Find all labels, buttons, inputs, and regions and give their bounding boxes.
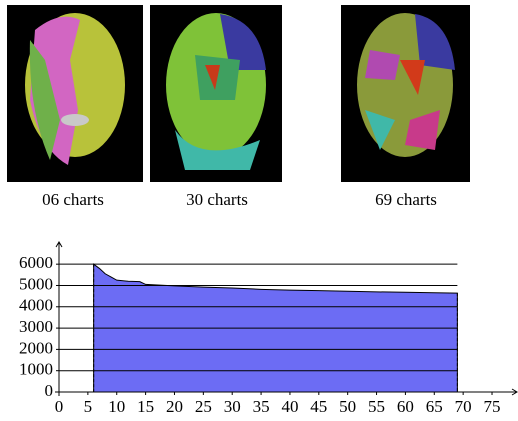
x-tick-label: 45 bbox=[310, 397, 327, 416]
x-tick-label: 65 bbox=[426, 397, 443, 416]
y-tick-label: 3000 bbox=[19, 317, 53, 336]
face-image-2 bbox=[150, 5, 282, 182]
y-tick-label: 0 bbox=[45, 381, 54, 400]
x-tick-label: 20 bbox=[166, 397, 183, 416]
x-tick-label: 30 bbox=[224, 397, 241, 416]
x-tick-label: 50 bbox=[339, 397, 356, 416]
x-tick-label: 55 bbox=[368, 397, 385, 416]
x-tick-label: 10 bbox=[108, 397, 125, 416]
face-image-3 bbox=[341, 5, 470, 182]
y-tick-label: 4000 bbox=[19, 296, 53, 315]
x-tick-label: 25 bbox=[195, 397, 212, 416]
figure: 06 charts 30 charts 69 charts 0100020003… bbox=[0, 0, 518, 421]
caption: 69 charts bbox=[375, 190, 437, 209]
face-image-1 bbox=[7, 5, 143, 182]
x-tick-label: 60 bbox=[397, 397, 414, 416]
y-tick-label: 2000 bbox=[19, 338, 53, 357]
x-tick-label: 15 bbox=[137, 397, 154, 416]
y-tick-label: 1000 bbox=[19, 360, 53, 379]
x-tick-label: 75 bbox=[484, 397, 501, 416]
x-tick-label: 5 bbox=[84, 397, 93, 416]
x-tick-label: 40 bbox=[281, 397, 298, 416]
x-tick-label: 70 bbox=[455, 397, 472, 416]
y-tick-label: 5000 bbox=[19, 274, 53, 293]
x-tick-label: 0 bbox=[55, 397, 64, 416]
caption: 30 charts bbox=[186, 190, 248, 209]
x-tick-label: 35 bbox=[253, 397, 270, 416]
caption: 06 charts bbox=[42, 190, 104, 209]
y-tick-label: 6000 bbox=[19, 253, 53, 272]
